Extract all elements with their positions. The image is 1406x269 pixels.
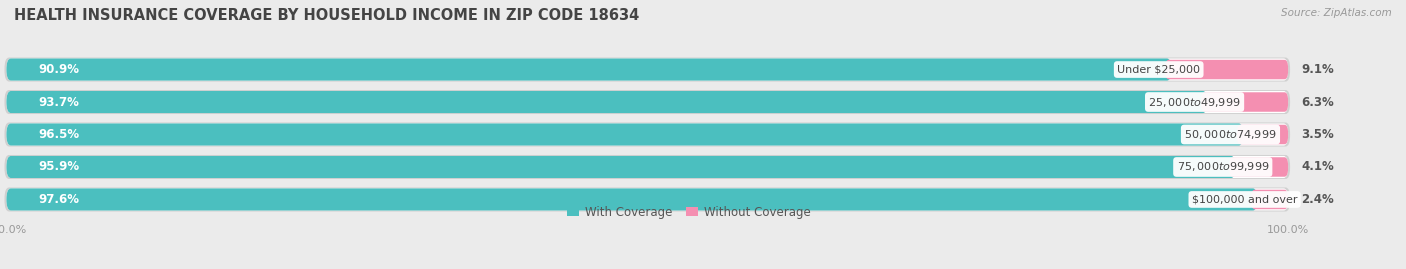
FancyBboxPatch shape [1229,157,1288,177]
Text: 4.1%: 4.1% [1301,161,1334,174]
FancyBboxPatch shape [4,155,1291,179]
Text: 97.6%: 97.6% [38,193,80,206]
FancyBboxPatch shape [1237,125,1288,144]
FancyBboxPatch shape [7,58,1171,81]
Text: 93.7%: 93.7% [38,95,79,108]
Text: 96.5%: 96.5% [38,128,80,141]
FancyBboxPatch shape [7,123,1243,146]
FancyBboxPatch shape [7,188,1288,211]
FancyBboxPatch shape [7,156,1236,178]
FancyBboxPatch shape [1201,92,1288,112]
Text: HEALTH INSURANCE COVERAGE BY HOUSEHOLD INCOME IN ZIP CODE 18634: HEALTH INSURANCE COVERAGE BY HOUSEHOLD I… [14,8,640,23]
FancyBboxPatch shape [7,91,1288,113]
FancyBboxPatch shape [1166,60,1288,79]
FancyBboxPatch shape [7,123,1288,146]
Text: $75,000 to $99,999: $75,000 to $99,999 [1177,161,1270,174]
FancyBboxPatch shape [4,58,1291,82]
Text: $100,000 and over: $100,000 and over [1192,194,1298,204]
Text: 6.3%: 6.3% [1301,95,1334,108]
FancyBboxPatch shape [7,156,1288,178]
FancyBboxPatch shape [1251,190,1288,209]
FancyBboxPatch shape [7,188,1257,211]
Text: 90.9%: 90.9% [38,63,80,76]
Text: 9.1%: 9.1% [1301,63,1334,76]
Text: 95.9%: 95.9% [38,161,80,174]
Text: 3.5%: 3.5% [1301,128,1334,141]
Text: $50,000 to $74,999: $50,000 to $74,999 [1184,128,1277,141]
FancyBboxPatch shape [4,90,1291,114]
Text: 2.4%: 2.4% [1301,193,1334,206]
Text: $25,000 to $49,999: $25,000 to $49,999 [1149,95,1241,108]
FancyBboxPatch shape [4,187,1291,211]
FancyBboxPatch shape [7,91,1208,113]
Text: Source: ZipAtlas.com: Source: ZipAtlas.com [1281,8,1392,18]
Text: Under $25,000: Under $25,000 [1118,65,1201,75]
FancyBboxPatch shape [7,58,1288,81]
Legend: With Coverage, Without Coverage: With Coverage, Without Coverage [562,201,815,223]
FancyBboxPatch shape [4,122,1291,147]
